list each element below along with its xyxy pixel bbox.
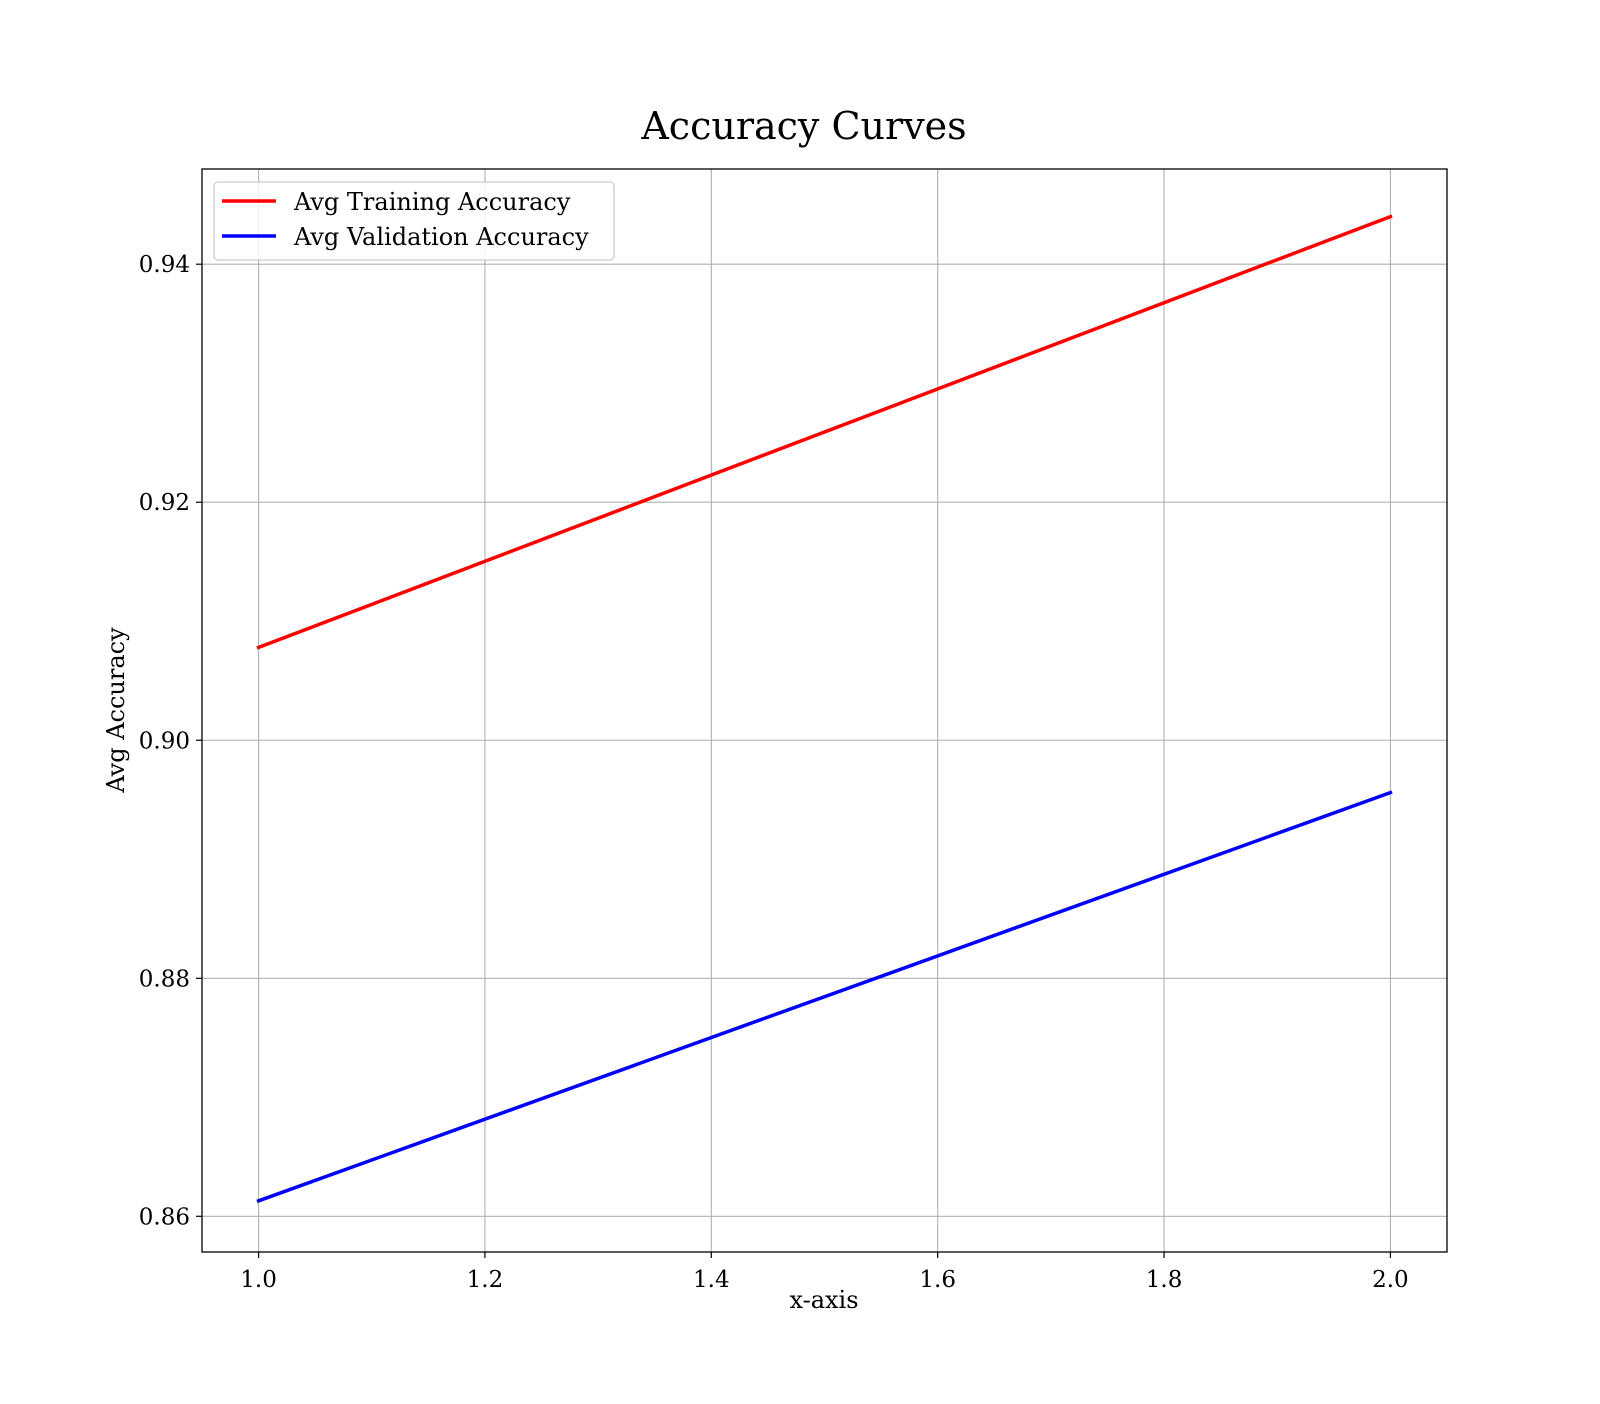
y-tick-label: 0.94 bbox=[139, 252, 190, 278]
x-tick-label: 1.6 bbox=[919, 1267, 956, 1293]
y-tick-label: 0.90 bbox=[139, 728, 190, 754]
legend: Avg Training Accuracy Avg Validation Acc… bbox=[213, 181, 615, 261]
series-lines bbox=[256, 214, 1393, 1204]
plot-frame bbox=[201, 168, 1448, 1253]
x-axis-label: x-axis bbox=[789, 1286, 858, 1314]
grid-lines bbox=[202, 169, 1447, 1252]
training-accuracy-line bbox=[256, 214, 1393, 650]
x-tick-label: 1.8 bbox=[1146, 1267, 1183, 1293]
x-tick-label: 1.4 bbox=[693, 1267, 730, 1293]
y-axis-label: Avg Accuracy bbox=[102, 627, 130, 794]
y-tick-label: 0.88 bbox=[139, 966, 190, 992]
x-tick-label: 1.2 bbox=[467, 1267, 504, 1293]
y-tick-label: 0.86 bbox=[139, 1204, 190, 1230]
x-tick-label: 2.0 bbox=[1372, 1267, 1409, 1293]
legend-box bbox=[213, 181, 615, 261]
legend-label-validation: Avg Validation Accuracy bbox=[293, 223, 589, 251]
x-tick-label: 1.0 bbox=[240, 1267, 277, 1293]
validation-accuracy-line bbox=[256, 790, 1393, 1204]
chart-title: Accuracy Curves bbox=[640, 104, 966, 148]
y-tick-label: 0.92 bbox=[139, 490, 190, 516]
legend-label-training: Avg Training Accuracy bbox=[293, 188, 571, 216]
axis-ticks: 1.0 1.2 1.4 1.6 1.8 2.0 0.86 0.88 0.90 0.92 0.94 bbox=[139, 252, 1409, 1293]
